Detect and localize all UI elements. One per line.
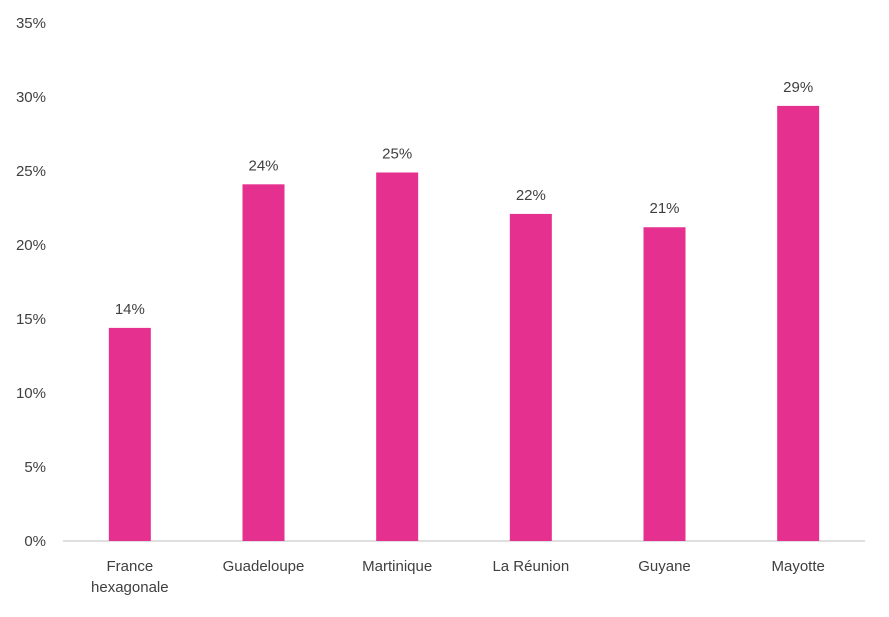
- bar: [777, 105, 820, 541]
- data-label: 29%: [783, 79, 813, 96]
- y-tick-label: 5%: [24, 459, 46, 476]
- data-labels: 14% 24% 25% 22% 21% 29%: [115, 79, 813, 318]
- data-label: 14%: [115, 301, 145, 318]
- x-axis-labels: France hexagonale Guadeloupe Martinique La R…: [91, 558, 825, 596]
- y-tick-label: 15%: [16, 311, 46, 328]
- y-axis-ticks: 0% 5% 10% 15% 20% 25% 30% 35%: [16, 15, 46, 550]
- data-label: 21%: [649, 200, 679, 217]
- x-tick-label: Guadeloupe: [223, 558, 305, 575]
- bar: [643, 227, 686, 542]
- y-tick-label: 0%: [24, 533, 46, 550]
- x-tick-label: Martinique: [362, 558, 432, 575]
- y-tick-label: 35%: [16, 15, 46, 32]
- bar: [509, 213, 552, 542]
- data-label: 24%: [248, 157, 278, 174]
- bar: [242, 184, 285, 541]
- x-tick-label: La Réunion: [492, 558, 569, 575]
- x-tick-label: Guyane: [638, 558, 691, 575]
- y-tick-label: 25%: [16, 163, 46, 180]
- x-tick-label: France hexagonale: [91, 558, 169, 596]
- data-label: 22%: [516, 187, 546, 204]
- bar: [108, 327, 151, 541]
- y-tick-label: 30%: [16, 89, 46, 106]
- data-label: 25%: [382, 145, 412, 162]
- y-tick-label: 10%: [16, 385, 46, 402]
- bars: [108, 105, 820, 542]
- x-tick-label: Mayotte: [771, 558, 824, 575]
- y-tick-label: 20%: [16, 237, 46, 254]
- bar: [376, 172, 419, 542]
